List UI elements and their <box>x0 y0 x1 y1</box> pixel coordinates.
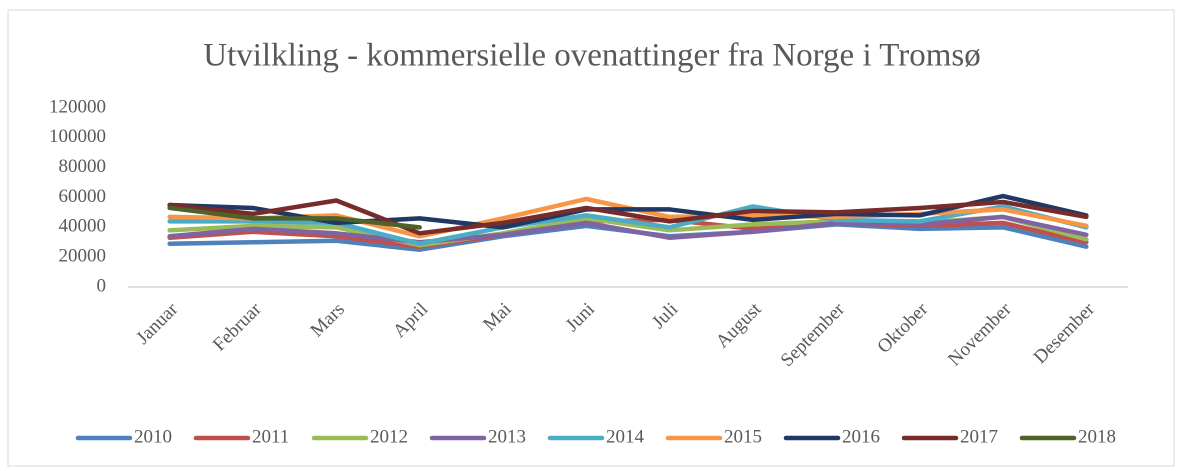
y-tick-label: 60000 <box>59 186 107 207</box>
y-tick-label: 0 <box>97 275 107 296</box>
chart-frame <box>7 9 1175 467</box>
legend-label: 2010 <box>134 426 172 447</box>
legend-label: 2012 <box>370 426 408 447</box>
legend-label: 2016 <box>842 426 880 447</box>
y-tick-label: 20000 <box>59 246 107 267</box>
series-line <box>167 214 1089 245</box>
legend-label: 2015 <box>724 426 762 447</box>
series-line <box>167 205 422 230</box>
legend-label: 2017 <box>960 426 998 447</box>
legend-label: 2013 <box>488 426 526 447</box>
y-tick-label: 80000 <box>59 156 107 177</box>
series-line <box>167 198 1089 236</box>
y-tick-label: 100000 <box>49 126 106 147</box>
legend-label: 2011 <box>252 426 289 447</box>
legend-label: 2018 <box>1078 426 1116 447</box>
legend-label: 2014 <box>606 426 645 447</box>
chart-title: Utvilkling - kommersielle ovenattinger f… <box>203 38 981 74</box>
y-tick-label: 120000 <box>49 96 106 117</box>
y-tick-label: 40000 <box>59 216 107 237</box>
